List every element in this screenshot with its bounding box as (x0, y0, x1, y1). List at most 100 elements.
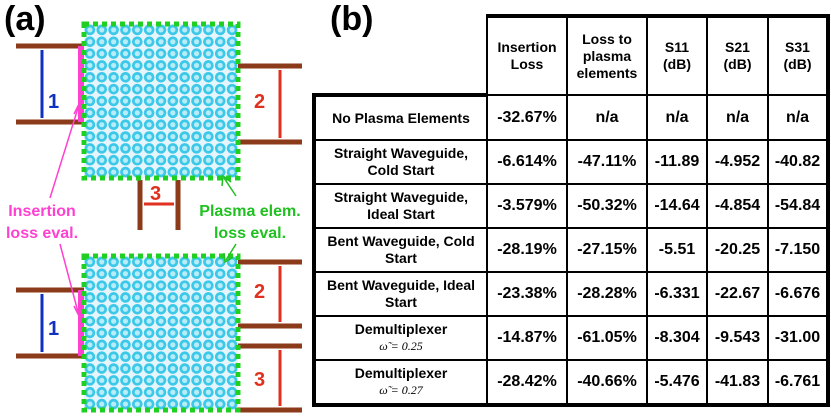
plasma-core (217, 377, 223, 383)
plasma-core (87, 86, 93, 92)
plasma-core (146, 169, 152, 175)
plasma-core (158, 389, 164, 395)
plasma-core (146, 133, 152, 140)
plasma-core (205, 342, 211, 348)
plasma-core (217, 133, 223, 140)
plasma-core (111, 401, 117, 407)
plasma-core (122, 74, 129, 80)
plasma-core (205, 294, 211, 301)
plasma-core (134, 110, 140, 116)
port-label: 3 (150, 183, 161, 205)
plasma-core (146, 62, 152, 69)
table-row: No Plasma Elements -32.67% n/a n/a n/a n/a (312, 93, 830, 141)
plasma-core (146, 259, 152, 265)
plasma-core (229, 318, 235, 324)
plasma-core (170, 133, 176, 140)
plasma-core (217, 169, 223, 175)
plasma-core (205, 145, 211, 151)
plasma-core (122, 354, 129, 360)
plasma-core (87, 354, 93, 360)
plasma-core (170, 122, 176, 128)
plasma-core (229, 283, 235, 289)
column-header: Loss to plasma elements (566, 14, 648, 96)
plasma-core (111, 27, 117, 33)
plasma-core (122, 283, 129, 289)
plasma-core (182, 74, 188, 80)
plasma-core (217, 62, 223, 69)
plasma-core (205, 62, 211, 69)
plasma-core (229, 145, 235, 151)
plasma-core (170, 86, 176, 92)
plasma-core (193, 318, 200, 324)
plasma-core (193, 389, 200, 395)
plasma-core (182, 401, 188, 407)
plasma-core (158, 169, 164, 175)
row-label: Bent Waveguide, Ideal Start (312, 271, 488, 317)
plasma-core (111, 62, 117, 69)
plasma-core (99, 51, 105, 57)
plasma-core (193, 294, 200, 301)
plasma-core (111, 110, 117, 116)
plasma-core (99, 110, 105, 116)
table-cell: -54.84 (767, 183, 830, 229)
table-cell: n/a (646, 94, 708, 141)
plasma-core (205, 122, 211, 128)
plasma-core (134, 342, 140, 348)
table-cell: n/a (566, 94, 648, 141)
plasma-core (193, 145, 200, 151)
plasma-core (99, 318, 105, 324)
plasma-core (229, 169, 235, 175)
plasma-core (205, 133, 211, 140)
plasma-core (146, 51, 152, 57)
plasma-core (158, 86, 164, 92)
plasma-core (146, 389, 152, 395)
plasma-core (193, 169, 200, 175)
plasma-core (158, 283, 164, 289)
plasma-core (182, 98, 188, 104)
plasma-core (182, 318, 188, 324)
plasma-core (182, 377, 188, 383)
plasma-core (146, 27, 152, 33)
table-cell: -6.761 (767, 359, 830, 407)
annotation: Insertion (8, 203, 76, 220)
plasma-core (99, 62, 105, 69)
plasma-core (158, 133, 164, 140)
plasma-core (134, 157, 140, 163)
table-cell: n/a (706, 94, 769, 141)
plasma-core (205, 86, 211, 92)
table-cell: -41.83 (706, 359, 769, 407)
plasma-core (111, 365, 117, 372)
plasma-core (87, 330, 93, 336)
plasma-core (122, 306, 129, 312)
table-cell: -6.676 (767, 271, 830, 317)
table-cell: -4.854 (706, 183, 769, 229)
plasma-core (193, 27, 200, 33)
table-cell: -4.952 (706, 139, 769, 185)
plasma-core (193, 98, 200, 104)
plasma-core (111, 86, 117, 92)
plasma-core (111, 354, 117, 360)
plasma-core (217, 39, 223, 45)
plasma-core (158, 401, 164, 407)
plasma-core (229, 342, 235, 348)
row-label: Straight Waveguide, Ideal Start (312, 183, 488, 229)
plasma-core (87, 169, 93, 175)
plasma-core (170, 342, 176, 348)
plasma-core (193, 86, 200, 92)
plasma-core (170, 294, 176, 301)
table-cell: -9.543 (706, 315, 769, 361)
plasma-core (182, 365, 188, 372)
plasma-core (182, 306, 188, 312)
plasma-core (111, 169, 117, 175)
table-cell: -7.150 (767, 227, 830, 273)
column-header: S31 (dB) (767, 14, 830, 96)
plasma-core (229, 27, 235, 33)
plasma-core (122, 294, 129, 301)
plasma-core (87, 318, 93, 324)
port-label: 1 (48, 318, 59, 340)
plasma-core (182, 86, 188, 92)
plasma-core (182, 354, 188, 360)
row-title: No Plasma Elements (332, 109, 470, 126)
table-cell: -28.19% (486, 227, 568, 273)
header-row: Insertion Loss Loss to plasma elements S11… (314, 14, 830, 96)
